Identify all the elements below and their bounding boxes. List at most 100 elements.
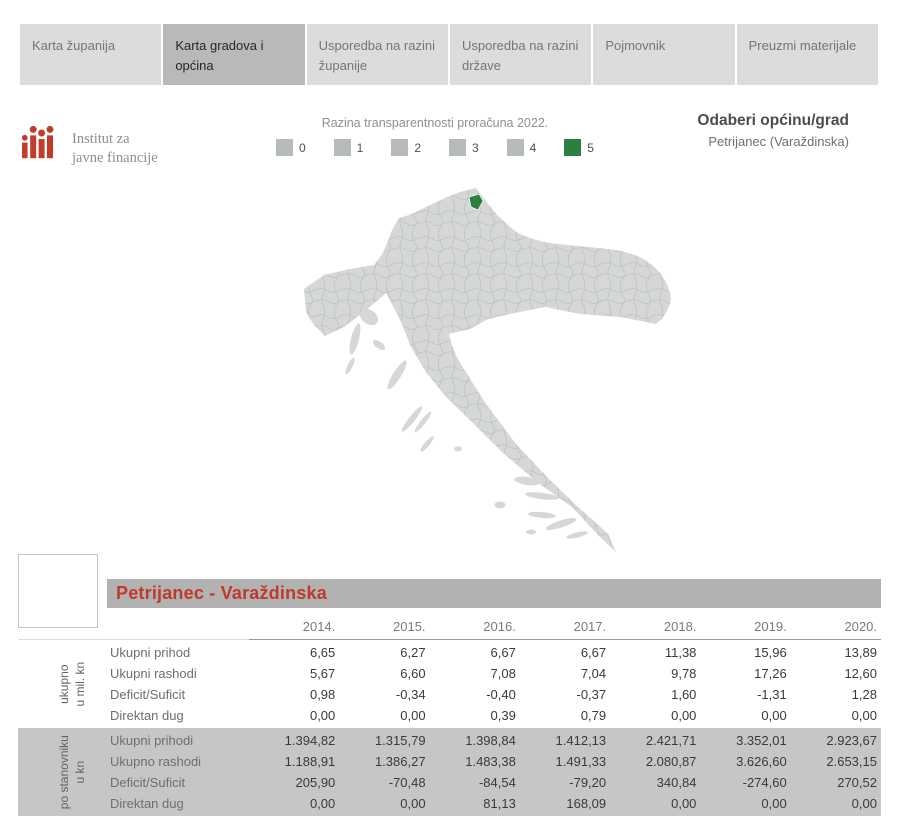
cell: 270,52 xyxy=(837,775,877,790)
table-row: Ukupni rashodi 5,67 6,60 7,08 7,04 9,78 … xyxy=(18,663,881,684)
year-header: 2017. xyxy=(519,619,611,640)
cell: -79,20 xyxy=(569,775,607,790)
tab-bar: Karta županija Karta gradova i općina Us… xyxy=(20,24,878,85)
ijf-logo-text: Institut za javne financije xyxy=(72,130,158,168)
cell: 0,00 xyxy=(761,796,787,811)
budget-table: Petrijanec - Varaždinska 2014. 2015. 201… xyxy=(18,579,881,816)
cell: -0,37 xyxy=(576,687,607,702)
legend-label-5: 5 xyxy=(587,140,594,155)
table-title: Petrijanec - Varaždinska xyxy=(116,583,327,603)
table-year-header: 2014. 2015. 2016. 2017. 2018. 2019. 2020… xyxy=(18,612,881,640)
legend-item-0[interactable]: 0 xyxy=(276,139,306,156)
cell: 7,04 xyxy=(580,666,607,681)
table-row: Direktan dug 0,00 0,00 81,13 168,09 0,00… xyxy=(18,793,881,814)
cell: 0,00 xyxy=(309,708,336,723)
tab-usporedba-zupanije[interactable]: Usporedba na razini županije xyxy=(306,24,448,85)
year-header-spacer xyxy=(18,639,249,640)
row-label: Deficit/Suficit xyxy=(110,775,186,790)
tab-pojmovnik[interactable]: Pojmovnik xyxy=(593,24,735,85)
legend-item-5[interactable]: 5 xyxy=(564,139,594,156)
tab-label: Karta županija xyxy=(32,38,116,53)
ijf-logo: Institut za javne financije xyxy=(20,124,158,168)
tab-karta-zupanija[interactable]: Karta županija xyxy=(20,24,162,85)
tab-label: Preuzmi materijale xyxy=(748,38,857,53)
cell: 0,00 xyxy=(761,708,787,723)
cell: 15,96 xyxy=(754,645,787,660)
cell: 1.386,27 xyxy=(374,754,426,769)
cell: 1.315,79 xyxy=(374,733,426,748)
cell: 81,13 xyxy=(483,796,516,811)
legend-label-4: 4 xyxy=(529,140,537,155)
cell: 1.398,84 xyxy=(465,733,516,748)
group-unit-label: ukupno u mil. kn xyxy=(46,640,98,728)
cell: 1.483,38 xyxy=(465,754,516,769)
cell: 2.080,87 xyxy=(645,754,697,769)
group-total-mil-kn: ukupno u mil. kn Ukupni prihod 6,65 6,27… xyxy=(18,640,881,728)
row-label: Ukupno rashodi xyxy=(110,754,202,769)
cell: 205,90 xyxy=(295,775,336,790)
unit-line-2: u mil. kn xyxy=(73,661,87,707)
selected-municipality-petrijanec[interactable] xyxy=(468,193,484,211)
cell: 168,09 xyxy=(566,796,607,811)
cell: 0,00 xyxy=(851,796,877,811)
legend-swatch-3 xyxy=(448,139,466,156)
legend-item-3[interactable]: 3 xyxy=(448,139,479,156)
cell: 1.394,82 xyxy=(284,733,336,748)
unit-line-1: po stanovniku xyxy=(56,734,71,810)
cell: 0,00 xyxy=(851,708,877,723)
cell: 340,84 xyxy=(656,775,697,790)
year-header: 2019. xyxy=(700,619,791,640)
tab-label: Pojmovnik xyxy=(605,38,666,53)
tab-usporedba-drzave[interactable]: Usporedba na razini države xyxy=(449,24,592,85)
municipality-selector: Odaberi općinu/grad Petrijanec (Varaždin… xyxy=(697,112,849,149)
cell: 0,39 xyxy=(490,708,516,723)
legend-item-2[interactable]: 2 xyxy=(391,139,421,156)
croatia-map[interactable] xyxy=(290,178,675,563)
table-row: Deficit/Suficit 0,98 -0,34 -0,40 -0,37 1… xyxy=(18,684,881,705)
cell: 5,67 xyxy=(309,666,336,681)
cell: 6,65 xyxy=(309,645,336,660)
table-title-bar: Petrijanec - Varaždinska xyxy=(107,579,881,608)
tab-label: Usporedba na razini županije xyxy=(318,38,436,74)
tab-karta-gradova-i-opcina[interactable]: Karta gradova i općina xyxy=(163,24,305,85)
cell: 0,00 xyxy=(671,708,697,723)
empty-legend-box xyxy=(18,554,98,628)
cell: -70,48 xyxy=(388,775,426,790)
tab-preuzmi-materijale[interactable]: Preuzmi materijale xyxy=(736,24,878,85)
cell: 2.653,15 xyxy=(826,754,877,769)
legend-title: Razina transparentnosti proračuna 2022. xyxy=(321,116,549,130)
group-per-capita-kn: po stanovniku u kn Ukupni prihodi 1.394,… xyxy=(18,728,881,816)
cell: 17,26 xyxy=(754,666,787,681)
row-label: Ukupni rashodi xyxy=(110,666,197,681)
table-row: Deficit/Suficit 205,90 -70,48 -84,54 -79… xyxy=(18,772,881,793)
legend-label-1: 1 xyxy=(356,140,364,155)
croatia-mainland[interactable] xyxy=(304,188,671,552)
tab-label: Karta gradova i općina xyxy=(175,38,264,74)
group-unit-label: po stanovniku u kn xyxy=(46,728,98,816)
ijf-logo-icon xyxy=(21,125,54,159)
unit-line-1: ukupno xyxy=(56,664,71,704)
selector-title: Odaberi općinu/grad xyxy=(697,112,849,129)
year-header: 2015. xyxy=(339,619,430,640)
cell: 2.421,71 xyxy=(645,733,697,748)
row-label: Ukupni prihodi xyxy=(110,733,194,748)
year-header: 2020. xyxy=(790,619,881,640)
row-label: Deficit/Suficit xyxy=(110,687,186,702)
legend-swatch-0 xyxy=(276,139,293,156)
cell: 3.626,60 xyxy=(736,754,787,769)
cell: -274,60 xyxy=(742,775,787,790)
cell: 0,00 xyxy=(400,708,426,723)
adriatic-islands[interactable] xyxy=(344,306,589,541)
tab-label: Usporedba na razini države xyxy=(461,38,579,74)
logo-line-2: javne financije xyxy=(72,149,158,166)
legend-item-1[interactable]: 1 xyxy=(333,139,364,156)
legend-label-0: 0 xyxy=(299,140,306,155)
municipality-select-value[interactable]: Petrijanec (Varaždinska) xyxy=(708,134,849,149)
cell: 11,38 xyxy=(664,645,697,660)
cell: 6,60 xyxy=(400,666,426,681)
cell: 0,98 xyxy=(309,687,336,702)
cell: 13,89 xyxy=(844,645,877,660)
legend-item-4[interactable]: 4 xyxy=(506,139,537,156)
cell: -0,34 xyxy=(395,687,426,702)
cell: 3.352,01 xyxy=(736,733,787,748)
